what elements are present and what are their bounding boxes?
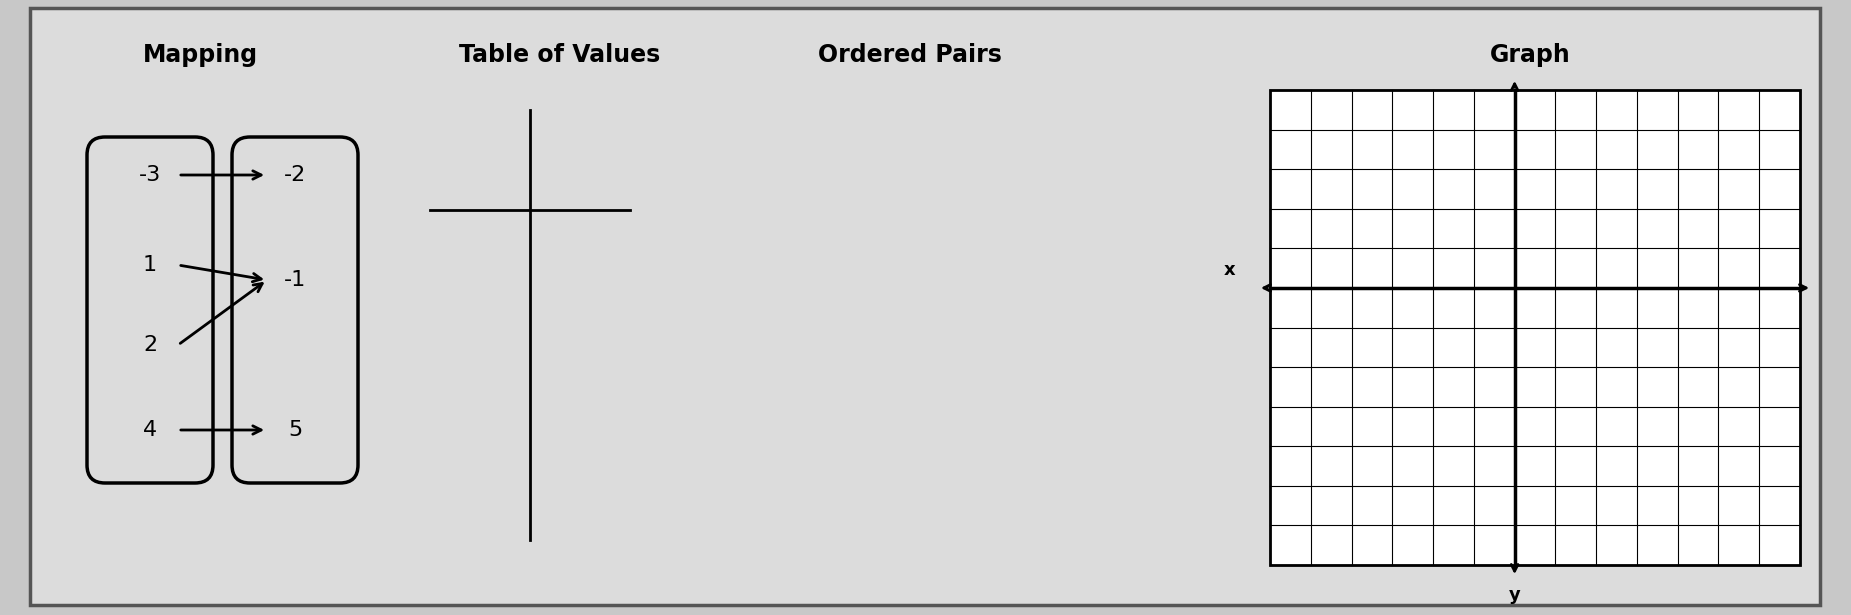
Text: Graph: Graph [1490, 43, 1570, 67]
Text: 4: 4 [143, 420, 157, 440]
FancyBboxPatch shape [30, 8, 1820, 605]
Text: y: y [1509, 586, 1520, 604]
Text: -2: -2 [283, 165, 305, 185]
Text: 5: 5 [289, 420, 302, 440]
FancyBboxPatch shape [87, 137, 213, 483]
FancyBboxPatch shape [1270, 90, 1799, 565]
Text: 1: 1 [143, 255, 157, 275]
Text: 2: 2 [143, 335, 157, 355]
Text: -1: -1 [283, 270, 305, 290]
Text: x: x [1224, 261, 1236, 279]
Text: Mapping: Mapping [143, 43, 257, 67]
Text: Table of Values: Table of Values [459, 43, 661, 67]
Text: -3: -3 [139, 165, 161, 185]
FancyBboxPatch shape [231, 137, 357, 483]
Text: Ordered Pairs: Ordered Pairs [818, 43, 1001, 67]
